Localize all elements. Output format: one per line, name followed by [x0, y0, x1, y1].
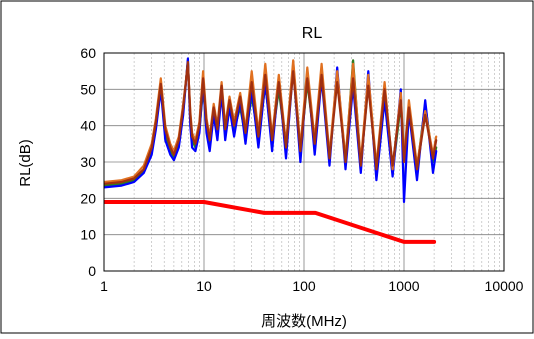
x-tick-label: 1000 [388, 278, 419, 294]
series-line-2 [104, 57, 438, 204]
x-axis-label: 周波数(MHz) [261, 313, 347, 330]
chart-title: RL [302, 25, 323, 42]
x-tick-label: 10000 [485, 278, 524, 294]
y-tick-label: 40 [80, 118, 96, 134]
y-tick-label: 20 [80, 190, 96, 206]
series-lines [104, 57, 438, 244]
x-tick-label: 1 [100, 278, 108, 294]
series-line-4 [104, 60, 438, 185]
x-tick-label: 100 [292, 278, 316, 294]
plot-area-border [103, 52, 505, 272]
y-tick-label: 50 [80, 81, 96, 97]
y-tick-label: 60 [80, 45, 96, 61]
x-tick-label: 10 [196, 278, 212, 294]
limit-line [104, 200, 437, 244]
y-tick-label: 30 [80, 154, 96, 170]
tick-labels: 1 10 100 1000 10000 0 10 20 30 40 50 60 [80, 45, 523, 294]
y-axis-label: RL(dB) [17, 139, 34, 187]
grid [103, 52, 505, 272]
y-tick-label: 10 [80, 227, 96, 243]
y-tick-label: 0 [88, 263, 96, 279]
